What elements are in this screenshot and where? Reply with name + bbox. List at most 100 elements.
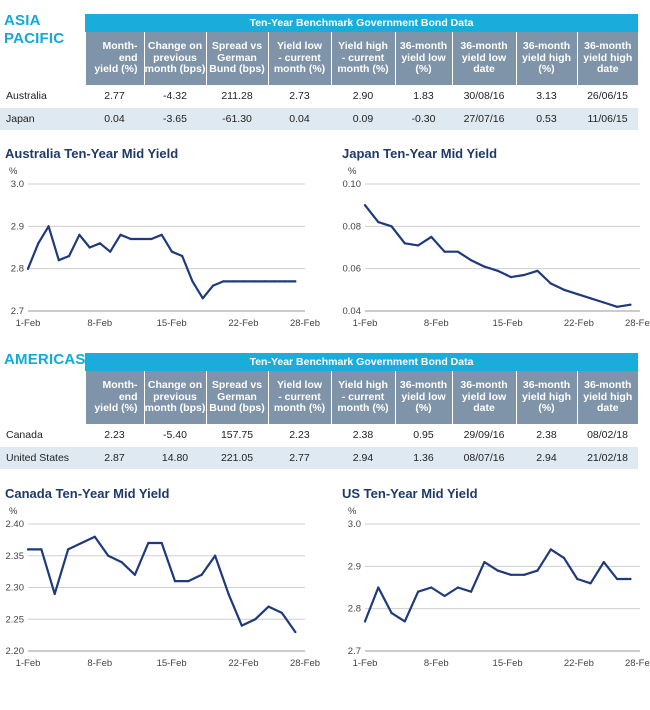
data-point bbox=[53, 592, 56, 596]
table-banner: Ten-Year Benchmark Government Bond Data bbox=[85, 353, 638, 371]
region-label-line2: PACIFIC bbox=[4, 30, 65, 47]
column-header-line: yield high bbox=[521, 51, 571, 64]
column-header: Change on previous month (bps) bbox=[143, 32, 206, 85]
column-header-line: Yield low bbox=[276, 379, 323, 392]
data-point bbox=[222, 280, 225, 283]
data-point bbox=[253, 280, 256, 283]
x-tick-label: 8-Feb bbox=[424, 318, 449, 329]
value-cell: 1.36 bbox=[395, 446, 452, 469]
series-line bbox=[26, 225, 297, 300]
y-tick-label: 2.20 bbox=[6, 646, 25, 657]
data-point bbox=[576, 293, 579, 296]
value-cell: -3.65 bbox=[144, 107, 206, 130]
y-tick-label: 2.7 bbox=[11, 306, 24, 317]
data-point bbox=[363, 620, 367, 623]
column-header-line: month (bps) bbox=[144, 63, 206, 76]
data-point bbox=[214, 554, 217, 557]
column-header-line: German bbox=[217, 51, 257, 64]
column-header: Month-end yield (%) bbox=[84, 32, 144, 85]
data-point bbox=[443, 250, 446, 253]
x-tick-label: 22-Feb bbox=[228, 658, 258, 669]
chart-title-japan: Japan Ten-Year Mid Yield bbox=[342, 146, 498, 161]
data-point bbox=[483, 561, 486, 564]
value-cell: 2.38 bbox=[331, 424, 395, 447]
value-cell: 2.23 bbox=[268, 424, 331, 447]
value-cell: 11/06/15 bbox=[577, 107, 638, 130]
data-point bbox=[67, 548, 70, 551]
data-point bbox=[470, 590, 473, 593]
value-cell: 26/06/15 bbox=[577, 85, 638, 108]
data-point bbox=[377, 586, 380, 589]
column-header: 36-month yield low date bbox=[451, 32, 516, 85]
data-point bbox=[267, 605, 270, 608]
data-point bbox=[616, 305, 619, 308]
data-point bbox=[37, 242, 40, 245]
x-tick-label: 22-Feb bbox=[228, 318, 258, 329]
value-cell: 1.83 bbox=[395, 85, 452, 108]
value-cell: 2.77 bbox=[85, 85, 144, 108]
column-header: Yield high - current month (%) bbox=[330, 32, 395, 85]
header-row: Month-end yield (%) Change on previous month… bbox=[0, 32, 638, 85]
data-point bbox=[430, 586, 433, 589]
data-point bbox=[119, 233, 122, 236]
data-point bbox=[483, 265, 486, 268]
data-point bbox=[170, 250, 173, 253]
data-point bbox=[40, 548, 43, 551]
value-cell: 2.77 bbox=[268, 446, 331, 469]
column-header-line: yield low bbox=[461, 390, 507, 403]
x-tick-label: 28-Feb bbox=[625, 658, 650, 669]
value-cell: 08/02/18 bbox=[577, 424, 638, 447]
column-header-line: Bund (bps) bbox=[209, 63, 265, 76]
data-point bbox=[283, 280, 287, 283]
data-point bbox=[403, 620, 406, 623]
data-point bbox=[496, 569, 499, 572]
column-header-line: 36-month bbox=[460, 379, 508, 392]
data-point bbox=[390, 225, 393, 228]
column-header-line: yield high bbox=[521, 390, 571, 403]
data-point bbox=[88, 246, 91, 249]
x-tick-label: 22-Feb bbox=[564, 658, 594, 669]
data-point bbox=[629, 577, 632, 581]
data-point bbox=[187, 580, 190, 583]
data-point bbox=[470, 259, 473, 262]
x-tick-label: 8-Feb bbox=[424, 658, 449, 669]
table-row: Canada 2.23 -5.40 157.75 2.23 2.38 0.95 29/09/1… bbox=[0, 424, 638, 447]
value-cell: -4.32 bbox=[144, 85, 206, 108]
column-header-line: date bbox=[473, 402, 495, 415]
y-axis-unit: % bbox=[9, 166, 18, 177]
column-header-line: Change on bbox=[147, 379, 203, 392]
data-point bbox=[98, 242, 102, 245]
region-label-line1: AMERICAS bbox=[4, 351, 86, 368]
x-tick-label: 15-Feb bbox=[493, 318, 523, 329]
column-header: 36-month yield low (%) bbox=[394, 32, 452, 85]
column-header-line: yield low bbox=[401, 51, 446, 64]
country-cell: Canada bbox=[0, 424, 85, 447]
column-header-line: 36-month bbox=[399, 40, 448, 53]
data-point bbox=[562, 288, 566, 291]
bond-table-asia: Ten-Year Benchmark Government Bond Data … bbox=[0, 14, 638, 130]
value-cell: 211.28 bbox=[206, 85, 268, 108]
x-tick-label: 8-Feb bbox=[87, 318, 112, 329]
y-tick-label: 2.9 bbox=[11, 221, 24, 232]
data-point bbox=[576, 577, 579, 581]
column-header-line: - current bbox=[278, 51, 321, 64]
column-header-line: 36-month bbox=[522, 379, 571, 392]
data-point bbox=[120, 561, 123, 564]
column-header: Yield low - current month (%) bbox=[267, 371, 331, 424]
value-cell: -0.30 bbox=[395, 107, 452, 130]
bond-table-americas: Ten-Year Benchmark Government Bond Data … bbox=[0, 353, 638, 469]
value-cell: 2.38 bbox=[516, 424, 577, 447]
column-header: Change on previous month (bps) bbox=[143, 371, 206, 424]
y-tick-label: 0.10 bbox=[343, 179, 362, 190]
y-axis-unit: % bbox=[9, 506, 18, 517]
data-point bbox=[150, 237, 153, 241]
column-header-line: yield (%) bbox=[94, 63, 138, 76]
header-row: Month-end yield (%) Change on previous month… bbox=[0, 371, 638, 424]
data-point bbox=[254, 618, 257, 621]
chart-title-us: US Ten-Year Mid Yield bbox=[342, 486, 478, 501]
column-header-line: (%) bbox=[415, 402, 432, 415]
value-cell: 0.04 bbox=[268, 107, 331, 130]
column-header-line: month (%) bbox=[337, 402, 389, 415]
x-tick-label: 15-Feb bbox=[493, 658, 523, 669]
y-tick-label: 2.30 bbox=[6, 583, 25, 594]
